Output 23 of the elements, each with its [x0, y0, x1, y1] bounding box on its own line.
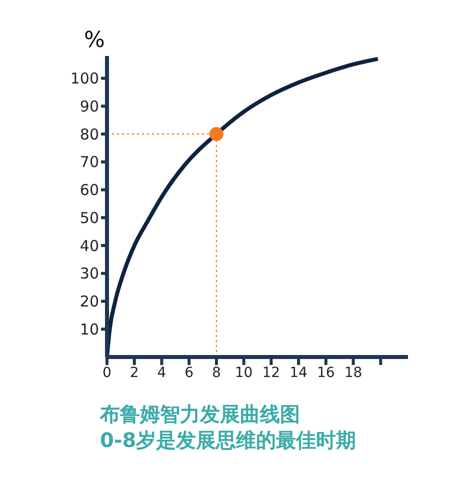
y-tick-label: 90	[80, 97, 99, 116]
y-tick-label: 30	[80, 264, 99, 283]
y-tick-label: 70	[80, 153, 99, 172]
x-tick-label: 8	[212, 364, 221, 381]
x-tick-label: 10	[234, 364, 253, 381]
y-tick-label: 50	[80, 208, 99, 227]
y-tick-label: 100	[70, 70, 99, 88]
x-tick-label: 12	[262, 364, 280, 381]
text: 0-8岁是发展思维的最佳时期	[100, 427, 358, 453]
y-tick-label: 40	[80, 236, 99, 255]
x-tick-label: 0	[102, 364, 112, 381]
x-tick-label: 6	[184, 364, 194, 381]
x-tick-label: 2	[130, 364, 139, 381]
y-tick-label: 20	[80, 292, 99, 311]
x-tick-label: 18	[344, 364, 362, 381]
text: 布鲁姆智力发展曲线图	[100, 401, 301, 427]
y-tick-label: 10	[80, 320, 99, 338]
x-tick-label: 4	[157, 364, 166, 381]
y-tick-label: 80	[80, 125, 99, 144]
x-tick-label: 14	[290, 364, 308, 381]
y-axis-title: %	[84, 28, 105, 53]
y-tick-label: 60	[80, 181, 99, 200]
x-tick-label: 16	[316, 364, 335, 381]
